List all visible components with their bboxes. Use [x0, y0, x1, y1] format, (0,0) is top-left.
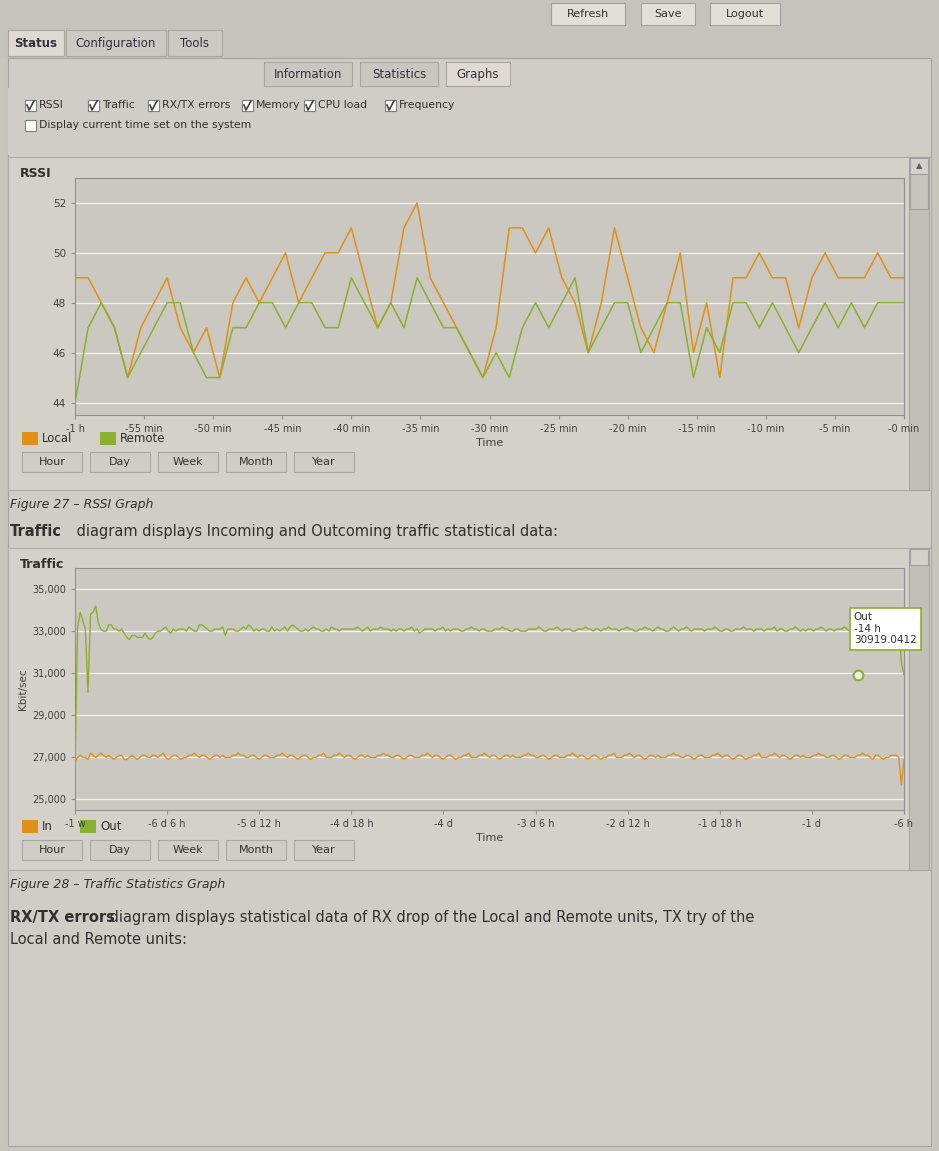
Bar [226, 452, 286, 472]
Text: Traffic: Traffic [10, 524, 62, 539]
Text: Configuration: Configuration [76, 37, 156, 49]
Bar [8, 30, 64, 56]
Text: Save: Save [654, 9, 682, 20]
Text: Graphs: Graphs [456, 68, 500, 81]
Text: Day: Day [109, 845, 131, 855]
Text: RSSI: RSSI [20, 167, 52, 180]
Text: Information: Information [274, 68, 342, 81]
Text: ▲: ▲ [916, 161, 922, 170]
Text: Remote: Remote [120, 432, 165, 444]
Bar [88, 100, 99, 110]
Bar [22, 840, 82, 860]
Text: Month: Month [239, 845, 273, 855]
Text: RX/TX errors: RX/TX errors [10, 910, 115, 925]
Text: Memory: Memory [256, 100, 300, 110]
Bar [909, 157, 929, 490]
Bar [910, 158, 928, 174]
Text: Display current time set on the system: Display current time set on the system [39, 120, 252, 130]
Bar [168, 30, 222, 56]
Bar [25, 100, 36, 110]
Text: Frequency: Frequency [399, 100, 455, 110]
Text: Hour: Hour [38, 845, 66, 855]
Bar [360, 62, 438, 86]
Bar [90, 840, 150, 860]
Text: Local and Remote units:: Local and Remote units: [10, 932, 187, 947]
Bar [66, 30, 166, 56]
Bar [80, 820, 96, 833]
Text: Month: Month [239, 457, 273, 467]
Bar [22, 820, 38, 833]
Text: Figure 28 – Traffic Statistics Graph: Figure 28 – Traffic Statistics Graph [10, 878, 225, 891]
Bar [641, 3, 695, 25]
Bar [22, 432, 38, 445]
Text: Traffic: Traffic [102, 100, 135, 110]
Bar [148, 100, 159, 110]
X-axis label: Time: Time [476, 439, 503, 448]
Text: In: In [42, 820, 53, 832]
Text: Year: Year [312, 845, 336, 855]
Bar [910, 174, 928, 209]
Text: Local: Local [42, 432, 72, 444]
Text: Day: Day [109, 457, 131, 467]
Text: Status: Status [14, 37, 57, 49]
Bar [551, 3, 625, 25]
Bar [8, 87, 931, 155]
Bar [22, 452, 82, 472]
Text: Tools: Tools [180, 37, 209, 49]
Bar [909, 548, 929, 870]
Bar [242, 100, 253, 110]
Bar [294, 840, 354, 860]
Bar [446, 62, 510, 86]
Bar [294, 452, 354, 472]
Text: Figure 27 – RSSI Graph: Figure 27 – RSSI Graph [10, 498, 153, 511]
Text: Out: Out [100, 820, 121, 832]
Bar [158, 452, 218, 472]
Text: RX/TX errors: RX/TX errors [162, 100, 230, 110]
Text: diagram displays statistical data of RX drop of the Local and Remote units, TX t: diagram displays statistical data of RX … [105, 910, 754, 925]
Bar [90, 452, 150, 472]
Text: Statistics: Statistics [372, 68, 426, 81]
Y-axis label: Kbit/sec: Kbit/sec [18, 669, 28, 710]
Bar [226, 840, 286, 860]
Text: Week: Week [173, 457, 204, 467]
Bar [710, 3, 780, 25]
Bar [910, 549, 928, 565]
Bar [264, 62, 352, 86]
Text: Hour: Hour [38, 457, 66, 467]
Text: RSSI: RSSI [39, 100, 64, 110]
Bar [158, 840, 218, 860]
Bar [0, 0, 939, 28]
Text: Year: Year [312, 457, 336, 467]
Bar [8, 548, 931, 870]
Text: Logout: Logout [726, 9, 764, 20]
Bar [8, 157, 931, 490]
Bar [100, 432, 116, 445]
Text: Refresh: Refresh [567, 9, 609, 20]
X-axis label: Time: Time [476, 833, 503, 844]
Text: diagram displays Incoming and Outcoming traffic statistical data:: diagram displays Incoming and Outcoming … [72, 524, 558, 539]
Bar [25, 120, 36, 131]
Bar [0, 28, 939, 58]
Text: Week: Week [173, 845, 204, 855]
Bar [304, 100, 315, 110]
Bar [385, 100, 396, 110]
Text: CPU load: CPU load [318, 100, 367, 110]
Text: Out
-14 h
30919.0412: Out -14 h 30919.0412 [854, 612, 916, 646]
Text: Traffic: Traffic [20, 557, 65, 571]
